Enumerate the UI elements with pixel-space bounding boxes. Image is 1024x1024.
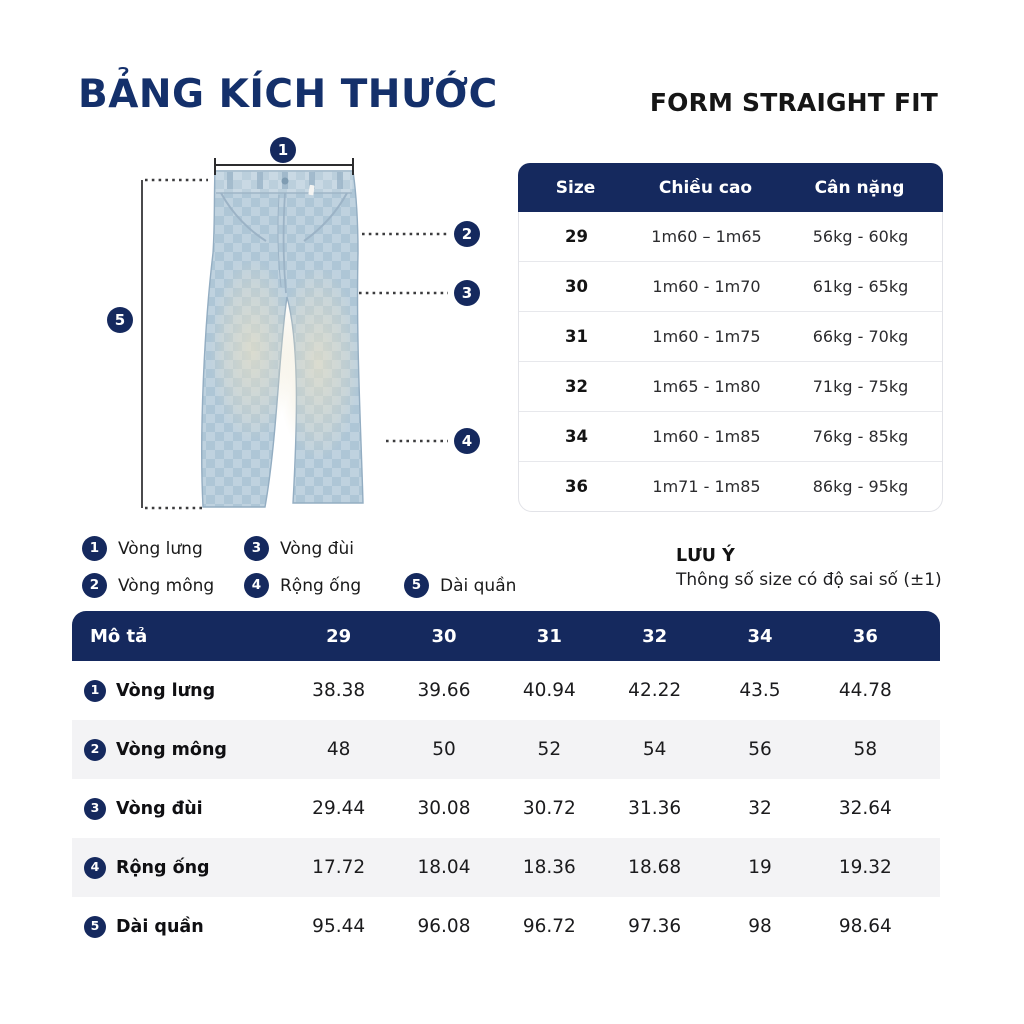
- table-row: 34 1m60 - 1m85 76kg - 85kg: [519, 411, 942, 461]
- legend-item-2: 2 Vòng mông: [82, 573, 214, 598]
- legend-item-4: 4 Rộng ống: [244, 573, 361, 598]
- form-fit-label: FORM STRAIGHT FIT: [649, 88, 938, 117]
- row-badge-3: 3: [84, 797, 106, 820]
- col-header-34: 34: [747, 625, 773, 647]
- row-badge-4: 4: [84, 856, 106, 879]
- row-label: Vòng mông: [116, 739, 227, 760]
- table-row: 30 1m60 - 1m70 61kg - 65kg: [519, 261, 942, 311]
- marker-1: 1: [270, 137, 296, 163]
- col-header-height: Chiều cao: [658, 177, 753, 198]
- size-fit-table-header: Size Chiều cao Cân nặng: [518, 163, 943, 212]
- jeans-diagram: [80, 135, 510, 535]
- table-row: 36 1m71 - 1m85 86kg - 95kg: [519, 461, 942, 511]
- row-label: Vòng đùi: [116, 798, 203, 819]
- marker-2: 2: [454, 221, 480, 247]
- col-header-desc: Mô tả: [90, 625, 148, 647]
- row-label: Dài quần: [116, 916, 204, 937]
- measurement-table: Mô tả 29 30 31 32 34 36 1 Vòng lưng 38.3…: [72, 611, 940, 956]
- col-header-30: 30: [431, 625, 457, 647]
- waist-measure-line: [214, 158, 354, 175]
- legend-label: Vòng mông: [118, 575, 215, 596]
- legend-label: Rộng ống: [280, 575, 362, 596]
- table-row: 2 Vòng mông 48 50 52 54 56 58: [72, 720, 940, 779]
- table-row: 32 1m65 - 1m80 71kg - 75kg: [519, 361, 942, 411]
- legend-badge-1: 1: [82, 536, 107, 561]
- row-badge-5: 5: [84, 915, 106, 938]
- col-header-32: 32: [642, 625, 668, 647]
- table-row: 29 1m60 – 1m65 56kg - 60kg: [565, 227, 909, 246]
- measurement-table-header: Mô tả 29 30 31 32 34 36: [72, 611, 940, 661]
- legend-badge-2: 2: [82, 573, 107, 598]
- jeans-button: [281, 177, 289, 185]
- row-label: Vòng lưng: [116, 680, 216, 701]
- table-row: 1 Vòng lưng 38.38 39.66 40.94 42.22 43.5…: [72, 661, 940, 720]
- col-header-size: Size: [555, 177, 596, 198]
- jeans-illustration: [141, 158, 448, 510]
- col-header-weight: Cân nặng: [814, 177, 905, 198]
- legend-badge-4: 4: [244, 573, 269, 598]
- table-row: 5 Dài quần 95.44 96.08 96.72 97.36 98 98…: [72, 897, 940, 956]
- size-note: LƯU Ý Thông số size có độ sai số (±1): [676, 546, 961, 590]
- table-row: 31 1m60 - 1m75 66kg - 70kg: [519, 311, 942, 361]
- legend-label: Vòng đùi: [280, 538, 354, 559]
- table-row: 4 Rộng ống 17.72 18.04 18.36 18.68 19 19…: [72, 838, 940, 897]
- col-header-29: 29: [326, 625, 352, 647]
- col-header-31: 31: [536, 625, 562, 647]
- left-pocket-seam: [220, 192, 267, 242]
- row-badge-2: 2: [84, 738, 106, 761]
- legend-label: Dài quần: [440, 575, 517, 596]
- size-fit-table: Size Chiều cao Cân nặng 29 1m60 – 1m65 5…: [518, 163, 943, 512]
- legend-item-1: 1 Vòng lưng: [82, 536, 203, 561]
- note-title: LƯU Ý: [676, 546, 735, 566]
- dotted-guides: [145, 178, 448, 510]
- legend-label: Vòng lưng: [118, 538, 203, 559]
- marker-3: 3: [454, 280, 480, 306]
- row-label: Rộng ống: [116, 857, 210, 878]
- legend-badge-5: 5: [404, 573, 429, 598]
- row-badge-1: 1: [84, 679, 106, 702]
- table-row: 3 Vòng đùi 29.44 30.08 30.72 31.36 32 32…: [72, 779, 940, 838]
- right-pocket-seam: [303, 192, 348, 242]
- marker-4: 4: [454, 428, 480, 454]
- legend-item-3: 3 Vòng đùi: [244, 536, 354, 561]
- legend-badge-3: 3: [244, 536, 269, 561]
- marker-5: 5: [107, 307, 133, 333]
- note-text: Thông số size có độ sai số (±1): [676, 570, 942, 590]
- legend-item-5: 5 Dài quần: [404, 573, 516, 598]
- col-header-36: 36: [852, 625, 878, 647]
- page-title: BẢNG KÍCH THƯỚC: [78, 72, 498, 117]
